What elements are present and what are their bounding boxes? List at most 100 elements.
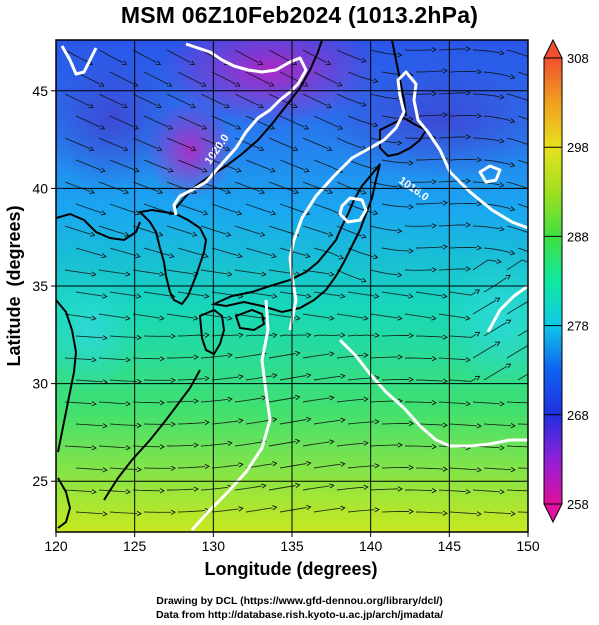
streamline-arrow-44 bbox=[167, 124, 174, 130]
streamline-arrow-162 bbox=[374, 293, 380, 299]
streamline-arrow-152 bbox=[496, 258, 502, 264]
streamline-254 bbox=[132, 445, 161, 448]
streamline-299 bbox=[245, 507, 273, 513]
streamline-arrow-277 bbox=[476, 467, 482, 473]
streamline-arrow-9 bbox=[397, 52, 403, 58]
streamline-arrow-213 bbox=[204, 375, 210, 382]
streamline-9 bbox=[370, 49, 398, 56]
streamline-298 bbox=[211, 508, 239, 513]
streamline-31 bbox=[166, 93, 192, 107]
colorbar-body bbox=[543, 57, 563, 505]
streamline-arrow-138 bbox=[509, 250, 516, 256]
streamline-292 bbox=[472, 489, 500, 493]
streamline-59 bbox=[166, 137, 193, 150]
streamline-22 bbox=[347, 71, 374, 82]
streamline-210 bbox=[75, 379, 103, 383]
streamline-54 bbox=[483, 115, 511, 122]
streamline-arrow-174 bbox=[295, 315, 301, 321]
streamline-arrow-145 bbox=[261, 271, 267, 277]
x-tick-label-125: 125 bbox=[123, 538, 147, 554]
streamline-281 bbox=[98, 489, 126, 493]
streamline-239 bbox=[109, 423, 138, 426]
streamline-arrow-136 bbox=[442, 244, 448, 250]
streamline-arrow-98 bbox=[100, 210, 107, 216]
streamline-arrow-102 bbox=[236, 210, 243, 216]
streamline-arrow-207 bbox=[465, 357, 471, 363]
streamline-arrow-236 bbox=[499, 401, 505, 407]
streamline-57 bbox=[98, 137, 125, 150]
streamline-222 bbox=[483, 365, 508, 381]
streamline-266 bbox=[75, 467, 103, 471]
streamline-84 bbox=[64, 181, 91, 192]
streamline-arrow-247 bbox=[408, 420, 414, 427]
streamline-arrow-237 bbox=[534, 401, 538, 405]
isobar-south-left bbox=[190, 299, 272, 531]
streamline-arrow-45 bbox=[201, 124, 208, 130]
coastline-kyushu bbox=[198, 308, 226, 356]
streamline-98 bbox=[75, 203, 102, 214]
isobar-1016-loop bbox=[338, 196, 368, 224]
streamline-arrow-186 bbox=[238, 332, 244, 338]
streamline-230 bbox=[268, 397, 296, 403]
streamline-arrow-176 bbox=[363, 315, 369, 321]
colorbar-label-298: 298 bbox=[567, 140, 589, 155]
streamline-232 bbox=[336, 398, 364, 403]
streamline-109 bbox=[449, 203, 478, 205]
streamline-arrow-51 bbox=[408, 116, 414, 122]
streamline-arrow-256 bbox=[227, 440, 233, 446]
streamline-arrow-190 bbox=[374, 332, 380, 338]
streamline-arrow-113 bbox=[124, 231, 130, 237]
streamline-arrow-203 bbox=[329, 351, 335, 357]
streamline-213 bbox=[177, 378, 206, 381]
streamline-220 bbox=[415, 379, 444, 382]
streamline-arrow-227 bbox=[193, 398, 199, 404]
streamline-145 bbox=[234, 269, 262, 275]
streamline-156 bbox=[143, 291, 171, 297]
x-axis-ticks: 120 125 130 135 140 145 150 bbox=[44, 532, 540, 554]
streamline-arrow-43 bbox=[133, 124, 140, 130]
streamline-arrow-239 bbox=[136, 422, 142, 429]
streamline-arrow-12 bbox=[499, 50, 505, 56]
streamline-43 bbox=[109, 115, 135, 128]
streamline-149 bbox=[370, 269, 398, 276]
streamline-178 bbox=[404, 313, 432, 319]
streamline-177 bbox=[370, 313, 398, 319]
streamline-arrow-206 bbox=[431, 356, 437, 362]
streamline-244 bbox=[279, 419, 307, 425]
streamline-291 bbox=[438, 489, 466, 493]
streamline-125 bbox=[506, 225, 528, 234]
streamline-110 bbox=[483, 203, 511, 210]
streamline-102 bbox=[211, 203, 238, 214]
streamline-124 bbox=[472, 225, 500, 230]
y-axis-ticks: 25 30 35 40 45 bbox=[32, 83, 56, 489]
streamline-arrow-224 bbox=[91, 401, 97, 407]
x-tick-label-130: 130 bbox=[202, 538, 226, 554]
x-tick-label-145: 145 bbox=[438, 538, 462, 554]
streamline-arrow-31 bbox=[190, 103, 196, 109]
streamline-arrow-75 bbox=[270, 167, 276, 173]
streamline-arrow-238 bbox=[102, 423, 108, 429]
streamline-127 bbox=[109, 247, 137, 257]
streamline-arrow-246 bbox=[374, 419, 380, 425]
streamline-258 bbox=[268, 441, 296, 447]
isobar-1016-east bbox=[478, 164, 502, 184]
streamline-arrow-194 bbox=[505, 319, 512, 325]
streamline-arrow-269 bbox=[204, 463, 210, 470]
streamline-280 bbox=[64, 489, 92, 493]
streamline-arrow-159 bbox=[272, 293, 278, 299]
streamline-arrow-13 bbox=[532, 56, 537, 60]
streamline-82 bbox=[483, 159, 511, 166]
streamline-282 bbox=[132, 489, 161, 492]
streamline-arrow-177 bbox=[397, 315, 403, 321]
streamline-238 bbox=[75, 423, 103, 427]
streamline-297 bbox=[177, 510, 206, 513]
streamline-152 bbox=[472, 259, 497, 271]
streamline-69 bbox=[506, 137, 528, 146]
streamline-132 bbox=[279, 247, 307, 257]
streamline-203 bbox=[302, 353, 330, 359]
streamline-arrow-101 bbox=[202, 210, 209, 216]
streamline-arrow-59 bbox=[190, 146, 197, 152]
streamline-arrow-175 bbox=[329, 315, 335, 321]
streamline-144 bbox=[200, 269, 228, 275]
streamline-arrow-290 bbox=[431, 488, 437, 494]
